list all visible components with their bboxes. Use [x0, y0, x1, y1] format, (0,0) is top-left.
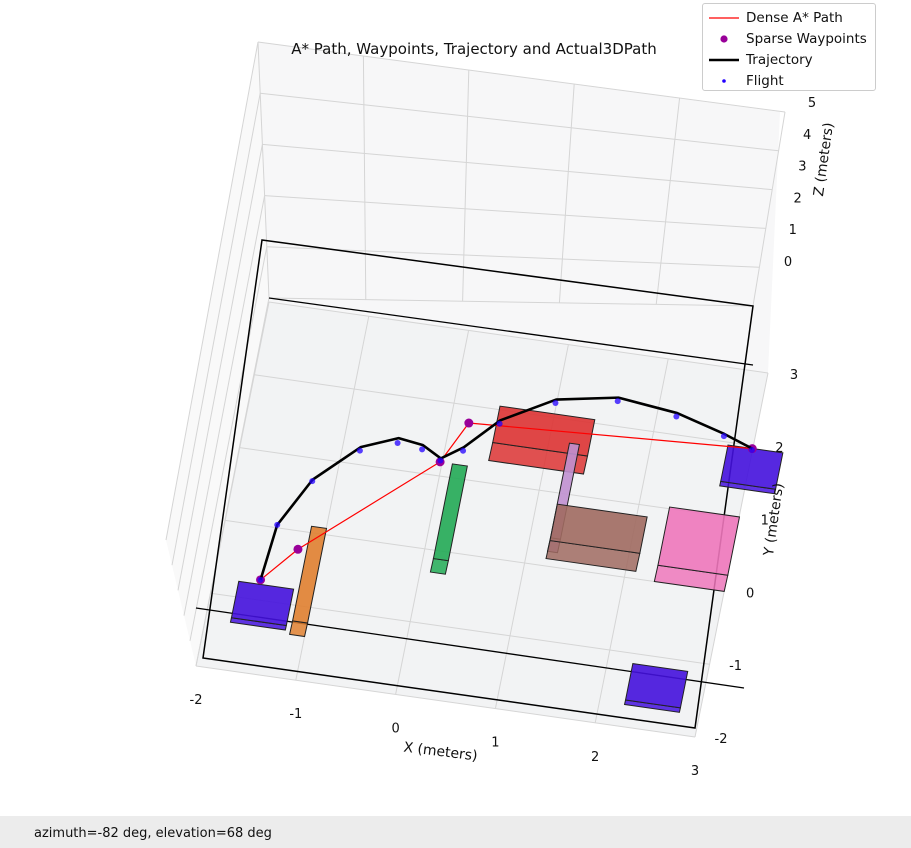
grid-lines: [165, 41, 786, 738]
z-tick-label: 5: [808, 96, 816, 111]
back-wall-pane: [258, 42, 780, 373]
series-point-flight: [552, 400, 559, 407]
brown-box-top: [549, 503, 648, 554]
grid-line-z: [268, 297, 754, 307]
line-swatch-icon: [709, 58, 739, 62]
series-point-flight: [257, 576, 264, 583]
legend-label: Trajectory: [746, 52, 813, 68]
series-point-flight: [309, 478, 316, 485]
grid-line-z: [257, 41, 786, 113]
grid-line-back: [362, 55, 367, 300]
grid-line-back: [752, 111, 786, 307]
y-tick-label: 0: [746, 586, 754, 601]
x-tick-label: 3: [691, 764, 699, 779]
legend-item-flight: Flight: [703, 71, 875, 91]
grid-line-z: [260, 92, 779, 152]
y-tick-label: 2: [775, 441, 783, 456]
y-tick-label: 3: [790, 368, 798, 383]
line-swatch-icon: [709, 17, 739, 19]
legend-label: Flight: [746, 73, 784, 89]
z-tick-label: 2: [793, 191, 801, 206]
y-tick-label: -1: [729, 659, 742, 674]
series-point-flight: [720, 433, 727, 440]
grid-line-back: [655, 97, 681, 305]
chart-title: A* Path, Waypoints, Trajectory and Actua…: [291, 40, 656, 58]
legend-label: Dense A* Path: [746, 10, 843, 26]
legend: Dense A* Path Sparse Waypoints Trajector…: [702, 3, 876, 91]
legend-label: Sparse Waypoints: [746, 31, 867, 47]
x-tick-label: 2: [591, 750, 599, 765]
grid-line-y: [268, 301, 769, 374]
series-point-flight: [748, 447, 755, 454]
dot-swatch-icon: [722, 79, 726, 83]
dot-swatch-icon: [720, 35, 728, 43]
axes-panes: [166, 42, 780, 737]
figure-canvas[interactable]: -2 -1 0 1 2 3 -2 -1 0 1 2 3 0 1 2 3 4 5 A* Path, Waypoint…: [0, 0, 911, 816]
z-tick-label: 4: [803, 128, 811, 143]
grid-line-back: [462, 69, 470, 302]
series-point-sparse-waypoints: [464, 418, 474, 428]
series-point-flight: [460, 447, 467, 454]
side-wall-pane: [166, 42, 269, 666]
series-point-flight: [437, 457, 444, 464]
series-point-flight: [673, 413, 680, 420]
green-wall-top: [432, 463, 468, 562]
series-point-flight: [356, 447, 363, 454]
corner-pad-top: [624, 663, 689, 709]
grid-line-z: [262, 143, 773, 191]
grid-line-back: [257, 41, 270, 299]
grid-line-x: [395, 330, 470, 695]
x-tick-label: -1: [289, 707, 302, 722]
orange-wall-side: [288, 620, 309, 638]
orange-wall-top: [291, 525, 328, 624]
legend-item-trajectory: Trajectory: [703, 50, 875, 70]
series-point-flight: [419, 446, 426, 453]
legend-item-sparse-waypoints: Sparse Waypoints: [703, 29, 875, 49]
grid-line-z-side: [183, 195, 266, 616]
z-axis-label: Z (meters): [811, 122, 837, 198]
pink-box-top: [657, 506, 741, 576]
x-tick-label: 1: [491, 736, 499, 751]
series-layer: [256, 396, 757, 585]
series-line-trajectory: [259, 396, 753, 581]
frame-edge: [268, 297, 754, 366]
series-point-flight: [496, 420, 503, 427]
grid-line-z: [266, 246, 760, 268]
obstacle-boxes: [229, 405, 784, 713]
series-point-flight: [614, 398, 621, 405]
x-axis-label: X (meters): [403, 740, 479, 765]
series-point-flight: [274, 521, 281, 528]
y-tick-label: -2: [715, 732, 728, 747]
view-angle-readout: azimuth=-82 deg, elevation=68 deg: [34, 826, 272, 841]
grid-line-y: [225, 519, 725, 592]
x-tick-label: -2: [190, 693, 203, 708]
start-pad-top: [230, 580, 295, 627]
grid-line-z-side: [177, 144, 263, 591]
grid-line-z: [264, 195, 766, 229]
legend-item-dense-path: Dense A* Path: [703, 8, 875, 28]
y-tick-label: 1: [761, 514, 769, 529]
grid-line-z-side: [189, 246, 268, 641]
green-wall-side: [429, 557, 449, 575]
z-tick-label: 1: [789, 223, 797, 238]
grid-line-z-side: [165, 41, 259, 541]
z-tick-label: 0: [784, 255, 792, 270]
grid-line-z-side: [195, 297, 270, 667]
z-tick-label: 3: [798, 160, 806, 175]
series-point-flight: [394, 440, 401, 447]
grid-line-y: [239, 447, 739, 520]
goal-pad-top: [720, 444, 784, 490]
status-bar: azimuth=-82 deg, elevation=68 deg: [0, 816, 911, 848]
grid-line-back: [558, 83, 575, 303]
x-tick-label: 0: [391, 721, 399, 736]
grid-line-y: [210, 592, 710, 665]
axis-ticks: -2 -1 0 1 2 3 -2 -1 0 1 2 3 0 1 2 3 4 5: [190, 96, 817, 779]
series-point-sparse-waypoints: [293, 544, 303, 554]
frame-outline: [202, 239, 754, 729]
grid-line-z-side: [171, 93, 261, 566]
grid-line-y: [195, 665, 696, 738]
